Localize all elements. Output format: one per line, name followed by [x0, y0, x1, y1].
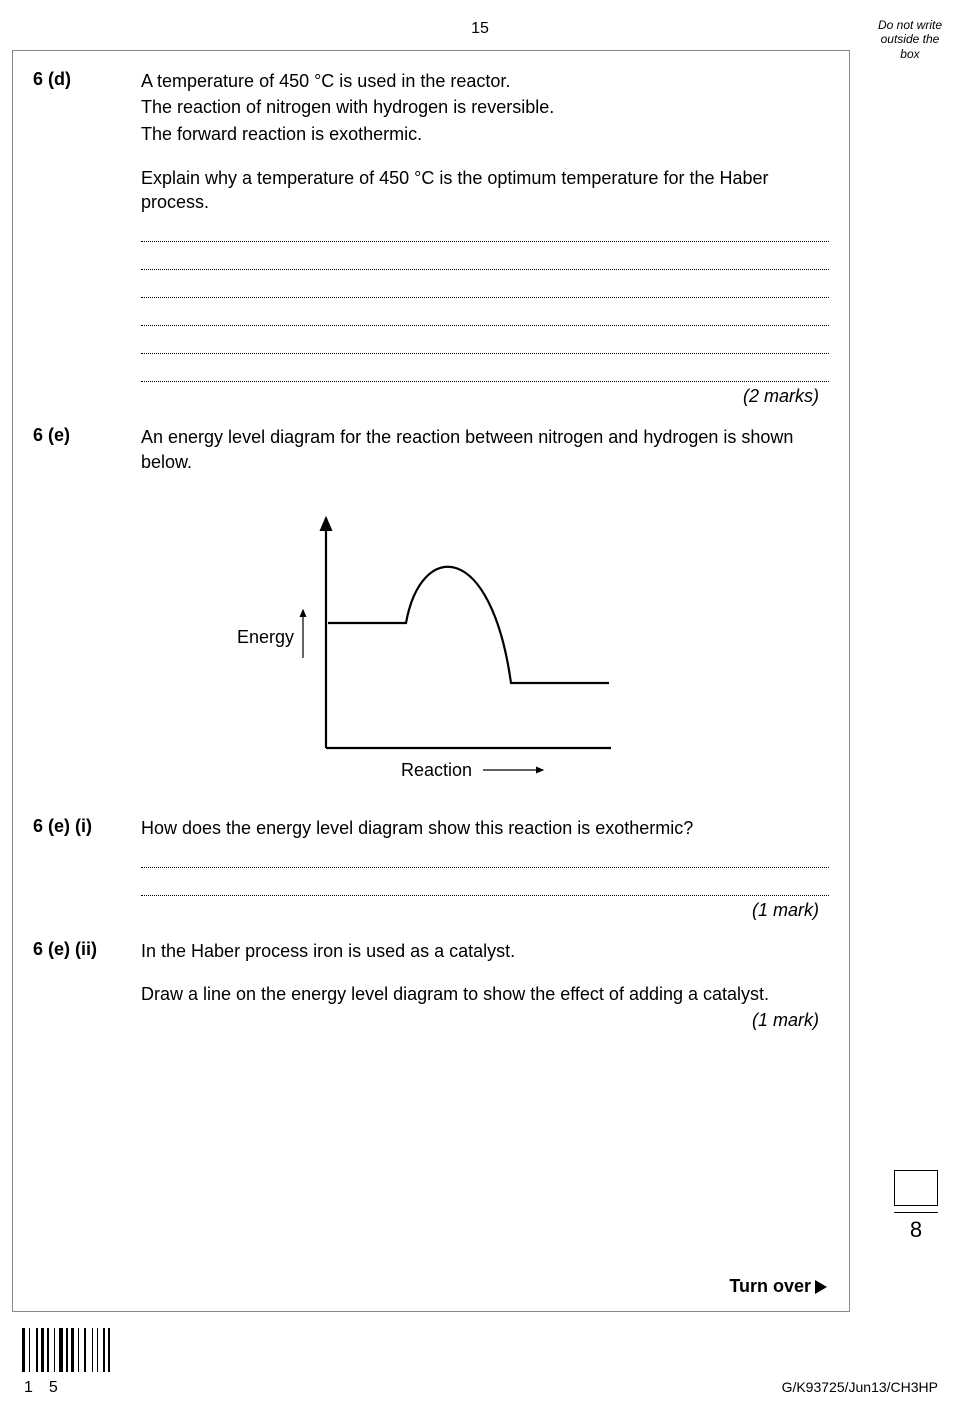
answer-line[interactable] — [141, 354, 829, 382]
q6e-text: An energy level diagram for the reaction… — [141, 425, 829, 474]
energy-diagram-svg: Energy Reaction — [231, 498, 631, 788]
q6d-label: 6 (d) — [33, 69, 141, 148]
question-6ei: 6 (e) (i) How does the energy level diag… — [13, 816, 849, 840]
question-6eii: 6 (e) (ii) In the Haber process iron is … — [13, 939, 849, 963]
q6eii-label: 6 (e) (ii) — [33, 939, 141, 963]
answer-line[interactable] — [141, 840, 829, 868]
question-6d: 6 (d) A temperature of 450 °C is used in… — [13, 69, 849, 148]
answer-line[interactable] — [141, 298, 829, 326]
answer-line[interactable] — [141, 214, 829, 242]
q6d-body: A temperature of 450 °C is used in the r… — [141, 69, 829, 148]
q6eii-marks: (1 mark) — [13, 1010, 849, 1031]
content-frame: 6 (d) A temperature of 450 °C is used in… — [12, 50, 850, 1312]
answer-line[interactable] — [141, 242, 829, 270]
turn-over-arrow-icon — [815, 1280, 827, 1294]
margin-note-l2: outside the — [878, 32, 942, 46]
answer-line[interactable] — [141, 326, 829, 354]
answer-line[interactable] — [141, 868, 829, 896]
margin-note-l3: box — [878, 47, 942, 61]
answer-line[interactable] — [141, 270, 829, 298]
energy-level-diagram: Energy Reaction — [13, 498, 849, 788]
q6ei-text: How does the energy level diagram show t… — [141, 816, 829, 840]
q6d-line1: A temperature of 450 °C is used in the r… — [141, 69, 829, 93]
q6d-prompt: Explain why a temperature of 450 °C is t… — [141, 166, 829, 215]
q6ei-label: 6 (e) (i) — [33, 816, 141, 840]
q6d-line3: The forward reaction is exothermic. — [141, 122, 829, 146]
svg-text:Energy: Energy — [237, 627, 294, 647]
q6d-line2: The reaction of nitrogen with hydrogen i… — [141, 95, 829, 119]
total-marks-value: 8 — [894, 1213, 938, 1243]
svg-text:Reaction: Reaction — [401, 760, 472, 780]
total-box-empty — [894, 1170, 938, 1206]
q6eii-row2: Draw a line on the energy level diagram … — [13, 982, 849, 1006]
footer-code: G/K93725/Jun13/CH3HP — [782, 1379, 938, 1395]
page-number-top: 15 — [471, 20, 489, 38]
turn-over-text: Turn over — [729, 1276, 811, 1297]
question-6e: 6 (e) An energy level diagram for the re… — [13, 425, 849, 474]
q6d-prompt-row: Explain why a temperature of 450 °C is t… — [13, 166, 849, 215]
turn-over: Turn over — [729, 1276, 827, 1297]
barcode-digits: 15 — [20, 1379, 140, 1397]
q6d-marks: (2 marks) — [13, 386, 849, 407]
total-marks-box: 8 — [894, 1170, 938, 1243]
barcode: 15 — [20, 1328, 140, 1397]
margin-note-l1: Do not write — [878, 18, 942, 32]
q6eii-text2: Draw a line on the energy level diagram … — [141, 982, 829, 1006]
q6eii-text1: In the Haber process iron is used as a c… — [141, 939, 829, 963]
barcode-svg — [20, 1328, 140, 1372]
margin-note: Do not write outside the box — [878, 18, 942, 61]
q6ei-marks: (1 mark) — [13, 900, 849, 921]
q6e-label: 6 (e) — [33, 425, 141, 474]
